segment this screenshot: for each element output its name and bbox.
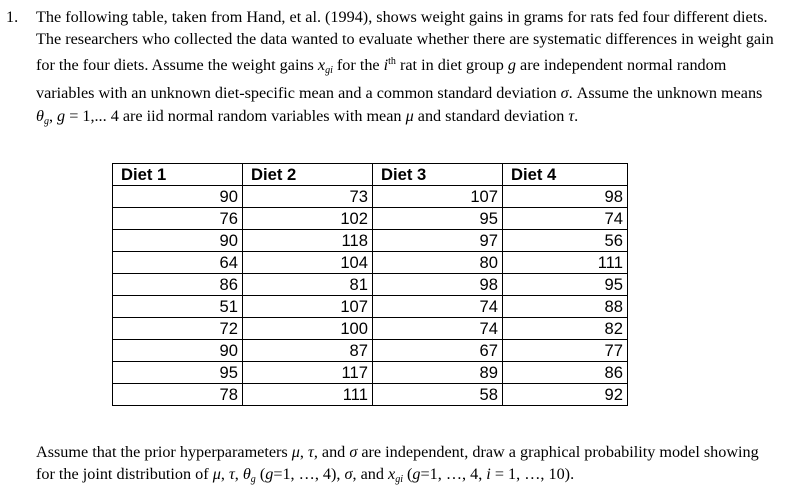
table-body: 90 73 107 98 76 102 95 74 90 118 97 56 64 104 80 111 86 8… [112,185,628,406]
table-cell: 90 [112,229,243,252]
table-cell: 74 [502,207,628,230]
diet-table-container: Diet 1 Diet 2 Diet 3 Diet 4 90 73 107 98 76 1… [112,163,628,406]
table-cell: 95 [112,361,243,384]
table-cell: 74 [372,295,503,318]
table-cell: 64 [112,251,243,274]
table-cell: 67 [372,339,503,362]
table-cell: 74 [372,317,503,340]
table-cell: 78 [112,383,243,406]
table-row: 76 102 95 74 [112,207,628,230]
table-cell: 86 [112,273,243,296]
table-cell: 90 [112,185,243,208]
table-cell: 117 [242,361,373,384]
table-cell: 90 [112,339,243,362]
table-cell: 73 [242,185,373,208]
table-cell: 102 [242,207,373,230]
table-cell: 56 [502,229,628,252]
table-row: 95 117 89 86 [112,361,628,384]
table-cell: 77 [502,339,628,362]
problem-intro: The following table, taken from Hand, et… [36,8,774,127]
header-diet-2: Diet 2 [242,163,373,186]
header-diet-3: Diet 3 [372,163,503,186]
diet-weight-table: Diet 1 Diet 2 Diet 3 Diet 4 90 73 107 98 76 1… [112,163,628,406]
table-row: 51 107 74 88 [112,295,628,318]
header-diet-1: Diet 1 [112,163,243,186]
problem-statement: 1. The following table, taken from Hand,… [6,6,778,133]
table-cell: 80 [372,251,503,274]
table-cell: 118 [242,229,373,252]
header-diet-4: Diet 4 [502,163,628,186]
table-row: 72 100 74 82 [112,317,628,340]
table-cell: 107 [372,185,503,208]
table-cell: 100 [242,317,373,340]
table-cell: 92 [502,383,628,406]
table-row: 90 118 97 56 [112,229,628,252]
table-cell: 81 [242,273,373,296]
table-cell: 107 [242,295,373,318]
table-cell: 51 [112,295,243,318]
table-cell: 89 [372,361,503,384]
closing-instruction: Assume that the prior hyperparameters μ,… [36,443,759,485]
table-cell: 58 [372,383,503,406]
table-cell: 86 [502,361,628,384]
table-cell: 111 [502,251,628,274]
problem-number: 1. [6,8,19,26]
table-cell: 88 [502,295,628,318]
table-cell: 95 [502,273,628,296]
table-cell: 98 [502,185,628,208]
table-cell: 82 [502,317,628,340]
table-cell: 97 [372,229,503,252]
table-cell: 104 [242,251,373,274]
table-row: 64 104 80 111 [112,251,628,274]
table-row: 90 87 67 77 [112,339,628,362]
table-row: 78 111 58 92 [112,383,628,406]
table-cell: 111 [242,383,373,406]
table-cell: 76 [112,207,243,230]
table-cell: 72 [112,317,243,340]
table-row: 90 73 107 98 [112,185,628,208]
table-cell: 98 [372,273,503,296]
table-cell: 95 [372,207,503,230]
table-cell: 87 [242,339,373,362]
table-header-row: Diet 1 Diet 2 Diet 3 Diet 4 [112,163,628,186]
table-row: 86 81 98 95 [112,273,628,296]
